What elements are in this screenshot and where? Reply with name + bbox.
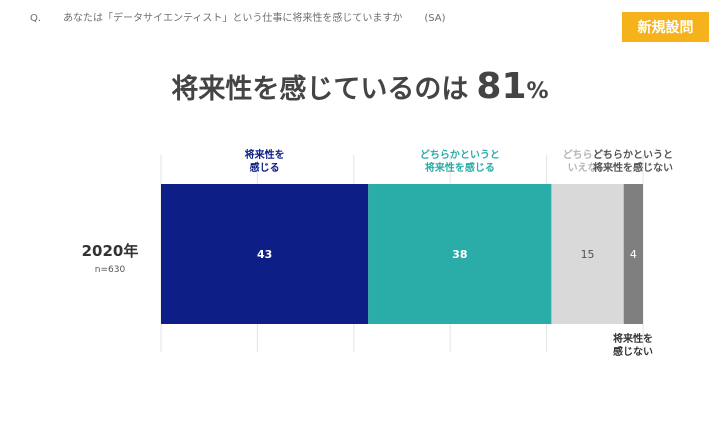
- question-row: Q. あなたは「データサイエンティスト」という仕事に将来性を感じていますか (SA): [30, 9, 468, 25]
- new-question-badge: 新規設問: [622, 12, 709, 42]
- legend-label: どちらかというと: [420, 148, 500, 161]
- row-year-label: 2020年: [81, 242, 139, 260]
- bar-segment: [161, 184, 369, 324]
- bar-segment: [368, 184, 552, 324]
- bar-segment: [551, 184, 624, 324]
- legend-label: いえない: [568, 162, 608, 174]
- legend-label: どちらかというと: [593, 148, 673, 161]
- bar-segment: [623, 184, 643, 324]
- bar-value-label: 4: [630, 248, 637, 261]
- question-prefix: Q.: [30, 13, 42, 24]
- headline-unit: %: [526, 79, 549, 104]
- legend-label: 将来性を感じる: [425, 161, 495, 174]
- legend-label: 感じる: [250, 161, 280, 174]
- bar-value-label: 15: [581, 248, 595, 261]
- legend-label: どちらとも: [563, 148, 613, 161]
- headline-number: 81: [476, 66, 527, 107]
- legend-label: 将来性を感じない: [593, 161, 673, 174]
- question-type: (SA): [424, 13, 446, 24]
- legend-label: 将来性を: [245, 148, 285, 161]
- legend-label: 感じない: [613, 345, 653, 358]
- legend-label: 将来性を: [613, 332, 653, 345]
- question-text: あなたは「データサイエンティスト」という仕事に将来性を感じていますか: [63, 13, 403, 24]
- bar-value-label: 43: [257, 248, 272, 261]
- row-sample-size: n=630: [94, 265, 126, 275]
- headline-text: 将来性を感じているのは: [171, 74, 469, 105]
- bar-value-label: 38: [452, 248, 467, 261]
- headline: 将来性を感じているのは 81%: [0, 66, 720, 107]
- row-label: 2020年 n=630: [70, 240, 150, 275]
